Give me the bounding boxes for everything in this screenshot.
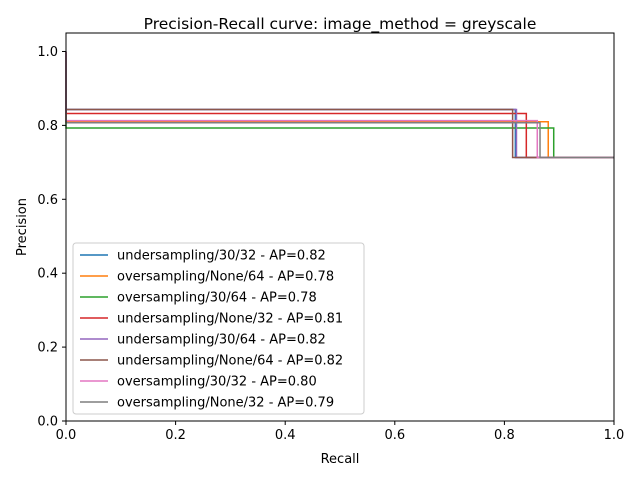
y-tick-label: 0.6 [37,193,58,208]
series-line-7 [65,51,614,159]
legend-box [72,242,365,415]
legend-entry-label: oversampling/None/64 - AP=0.78 [117,270,334,285]
legend-entry-label: oversampling/30/64 - AP=0.78 [117,291,317,306]
x-tick-label: 0.4 [275,428,296,443]
x-tick-label: 0.6 [384,428,405,443]
legend-entry-label: undersampling/None/64 - AP=0.82 [117,354,343,369]
series-line-0 [65,51,614,159]
y-tick-label: 1.0 [37,45,58,60]
legend: undersampling/30/32 - AP=0.82 oversamplin… [72,242,365,415]
legend-entry-label: oversampling/30/32 - AP=0.80 [117,375,317,390]
legend-entry-label: oversampling/None/32 - AP=0.79 [117,396,334,411]
series-line-2 [65,51,614,159]
y-tick-label: 0.0 [37,415,58,430]
y-axis: 0.0 0.2 0.4 0.6 0.8 1.0 [37,45,66,430]
y-tick-label: 0.4 [37,267,58,282]
chart-title: Precision-Recall curve: image_method = g… [144,15,537,34]
series-line-6 [65,51,614,159]
x-tick-label: 0.2 [165,428,186,443]
series-line-3 [65,51,614,159]
legend-entry-label: undersampling/30/32 - AP=0.82 [117,249,326,264]
x-axis-label: Recall [321,452,360,467]
legend-entry-label: undersampling/30/64 - AP=0.82 [117,333,326,348]
x-tick-label: 0.0 [56,428,77,443]
plot-series [65,51,614,159]
series-line-1 [65,51,614,159]
legend-entry-label: undersampling/None/32 - AP=0.81 [117,312,343,327]
x-tick-label: 1.0 [604,428,625,443]
series-line-4 [65,51,614,159]
plot-frame [65,32,615,422]
x-axis: 0.0 0.2 0.4 0.6 0.8 1.0 [56,421,625,443]
y-axis-label: Precision [15,198,30,256]
x-tick-label: 0.8 [494,428,515,443]
y-tick-label: 0.8 [37,119,58,134]
y-tick-label: 0.2 [37,341,58,356]
series-line-5 [65,51,614,159]
